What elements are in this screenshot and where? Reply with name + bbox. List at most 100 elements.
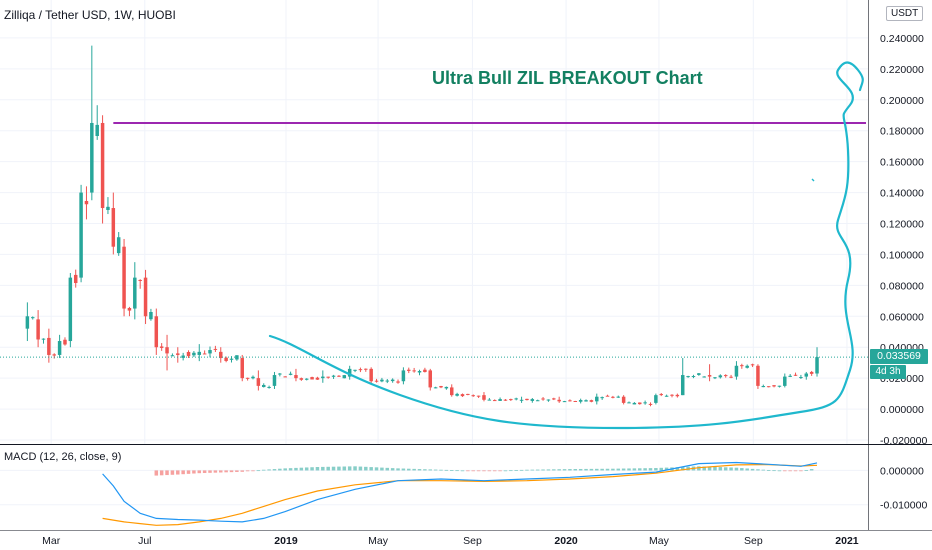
macd-histogram-bar [369, 467, 373, 471]
candle [261, 384, 266, 388]
macd-plot [102, 461, 818, 526]
macd-histogram-bar [723, 467, 728, 471]
candlestick-series [25, 45, 819, 407]
macd-histogram-bar [283, 468, 287, 471]
macd-histogram-bar [621, 468, 626, 471]
candle [535, 400, 540, 402]
macd-histogram-bar [713, 466, 717, 471]
price-tick-label: 0.200000 [880, 95, 924, 107]
macd-tick-label: -0.010000 [880, 500, 927, 512]
macd-histogram-bar [449, 470, 454, 471]
candle [756, 365, 760, 386]
macd-histogram-bar [562, 469, 567, 471]
macd-histogram-bar [299, 467, 304, 471]
macd-histogram-bar [353, 466, 357, 471]
candle [783, 376, 787, 386]
candle [568, 400, 572, 402]
macd-histogram-bar [487, 470, 492, 472]
price-tick-label: 0.180000 [880, 126, 924, 138]
macd-histogram-bar [471, 470, 475, 472]
macd-histogram-bar [643, 468, 647, 471]
candle [267, 386, 271, 388]
macd-histogram-bar [589, 468, 594, 471]
macd-histogram-bar [734, 467, 739, 471]
candle [697, 373, 701, 375]
candle [552, 398, 556, 400]
candle [428, 370, 433, 388]
macd-histogram-bar [804, 470, 809, 471]
price-tick-label: 0.100000 [880, 249, 924, 261]
candle [380, 379, 384, 382]
time-tick-label: May [368, 535, 389, 547]
macd-histogram-bar [702, 466, 706, 471]
macd-histogram-bar [208, 470, 212, 473]
macd-histogram-bar [380, 467, 384, 471]
macd-histogram-bar [315, 467, 320, 471]
candle [165, 347, 169, 354]
candle [423, 369, 427, 373]
macd-histogram-bar [444, 469, 449, 471]
candle [304, 378, 309, 380]
macd-histogram-bar [342, 466, 347, 471]
candle [358, 369, 363, 371]
candle [229, 358, 234, 360]
macd-indicator-label[interactable]: MACD (12, 26, close, 9) [4, 451, 122, 463]
macd-histogram-bar [680, 466, 685, 471]
currency-unit-button[interactable]: USDT [886, 6, 924, 21]
candle [648, 403, 653, 405]
candle [670, 394, 674, 396]
time-tick-label: Jul [138, 535, 151, 547]
macd-histogram-bar [605, 468, 610, 471]
macd-tick-label: 0.000000 [880, 465, 924, 477]
candle [347, 368, 352, 377]
candle [793, 374, 798, 376]
candle [460, 394, 465, 397]
candle [299, 378, 304, 380]
time-tick-label: 2019 [274, 535, 298, 547]
candle [654, 395, 658, 403]
macd-histogram-bar [756, 469, 760, 471]
candle [127, 307, 132, 311]
macd-histogram-bar [654, 468, 658, 471]
candle [680, 375, 685, 396]
price-tick-label: 0.080000 [880, 280, 924, 292]
candle [149, 312, 153, 320]
macd-histogram-bar [697, 466, 701, 471]
candle [73, 274, 78, 284]
candle [176, 353, 180, 355]
candle [202, 353, 207, 355]
macd-histogram-bar [492, 470, 497, 472]
candle [439, 386, 443, 388]
macd-histogram-bar [578, 468, 583, 471]
candle [455, 393, 459, 396]
macd-histogram-bar [240, 470, 244, 472]
time-axis[interactable]: Mar Jul 2019 May Sep 2020 May Sep 2021 [42, 535, 859, 547]
macd-histogram-bar [272, 469, 277, 471]
candle [256, 378, 261, 386]
price-tick-label: -0.020000 [880, 435, 927, 447]
price-tick-label: 0.000000 [880, 404, 924, 416]
macd-histogram-bar [304, 467, 309, 471]
time-tick-label: Mar [42, 535, 61, 547]
macd-histogram-bar [235, 470, 239, 472]
macd-histogram-bar [358, 466, 363, 471]
macd-histogram-bar [729, 467, 733, 471]
candle [664, 395, 669, 397]
macd-histogram-bar [396, 468, 400, 471]
candle [224, 357, 228, 361]
candle [595, 396, 599, 402]
macd-histogram-bar [745, 468, 749, 471]
candle [213, 348, 218, 350]
candle [509, 399, 513, 401]
candle [761, 386, 766, 388]
macd-histogram-bar [793, 470, 798, 472]
candle [294, 375, 298, 379]
candle [799, 377, 803, 379]
candle [68, 277, 73, 342]
candle [170, 355, 175, 357]
macd-histogram-bar [498, 470, 502, 472]
candle [627, 402, 631, 404]
macd-histogram-bar [568, 469, 572, 471]
last-price-tag: 0.033569 [870, 349, 928, 364]
candle [546, 399, 551, 401]
